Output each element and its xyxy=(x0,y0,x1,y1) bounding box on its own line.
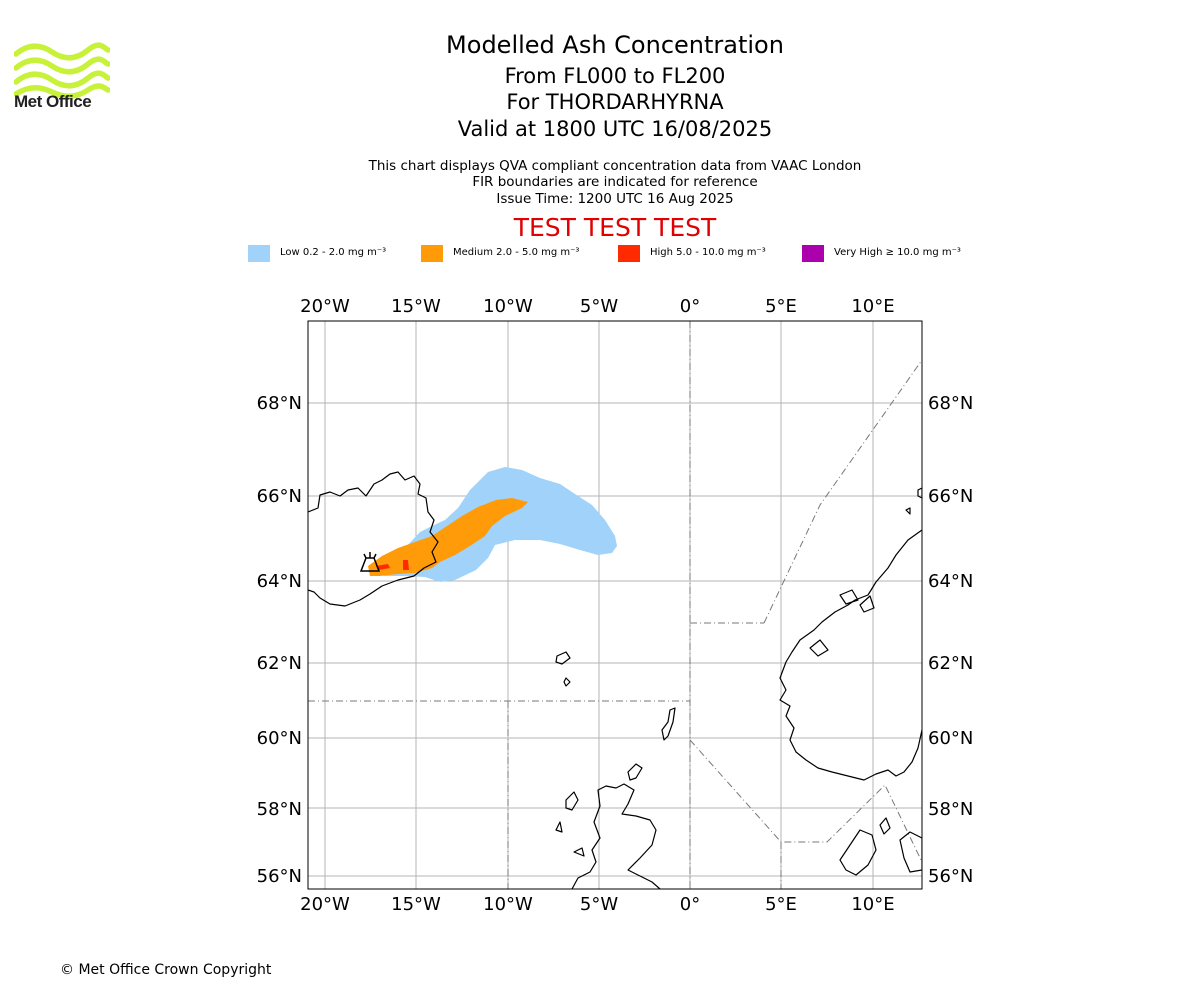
lat-label-64n-left: 64°N xyxy=(257,571,302,592)
lon-label-5w-top: 5°W xyxy=(580,296,618,317)
lon-label-5w-bottom: 5°W xyxy=(580,894,618,915)
met-office-logo-waves xyxy=(14,42,110,99)
lat-label-60n-left: 60°N xyxy=(257,728,302,749)
lon-label-5e-bottom: 5°E xyxy=(765,894,797,915)
copyright: © Met Office Crown Copyright xyxy=(60,962,272,978)
lat-label-58n-left: 58°N xyxy=(257,799,302,820)
flight-level-range: From FL000 to FL200 xyxy=(504,64,726,88)
legend-swatch-low xyxy=(248,245,270,262)
lat-label-68n-left: 68°N xyxy=(257,393,302,414)
lat-labels-left: 68°N 66°N 64°N 62°N 60°N 58°N 56°N xyxy=(257,393,302,887)
legend-swatch-medium xyxy=(421,245,443,262)
coastlines xyxy=(308,471,922,889)
lat-label-66n-right: 66°N xyxy=(928,486,973,507)
legend-swatch-high xyxy=(618,245,640,262)
legend-label-medium: Medium 2.0 - 5.0 mg m⁻³ xyxy=(453,247,580,258)
lon-label-20w-top: 20°W xyxy=(300,296,350,317)
lon-label-0-bottom: 0° xyxy=(680,894,700,915)
lat-label-58n-right: 58°N xyxy=(928,799,973,820)
lon-label-10e-top: 10°E xyxy=(851,296,894,317)
issue-time: Issue Time: 1200 UTC 16 Aug 2025 xyxy=(496,191,734,207)
lat-label-56n-right: 56°N xyxy=(928,866,973,887)
map-gridlines xyxy=(308,321,922,889)
qva-note: This chart displays QVA compliant concen… xyxy=(368,158,862,174)
lon-label-20w-bottom: 20°W xyxy=(300,894,350,915)
chart-title: Modelled Ash Concentration xyxy=(446,31,784,59)
lat-label-60n-right: 60°N xyxy=(928,728,973,749)
lat-label-64n-right: 64°N xyxy=(928,571,973,592)
lon-label-5e-top: 5°E xyxy=(765,296,797,317)
legend-label-very-high: Very High ≥ 10.0 mg m⁻³ xyxy=(834,247,961,258)
ash-area-high-2 xyxy=(403,560,409,570)
lon-label-10w-top: 10°W xyxy=(483,296,533,317)
legend-swatch-very-high xyxy=(802,245,824,262)
map-frame xyxy=(307,320,923,890)
lat-label-62n-right: 62°N xyxy=(928,653,973,674)
lon-label-0-top: 0° xyxy=(680,296,700,317)
lon-labels-bottom: 20°W 15°W 10°W 5°W 0° 5°E 10°E xyxy=(300,894,894,915)
ash-area-high xyxy=(376,564,390,570)
lon-label-10e-bottom: 10°E xyxy=(851,894,894,915)
lat-label-66n-left: 66°N xyxy=(257,486,302,507)
volcano-marker xyxy=(359,552,381,572)
lon-label-10w-bottom: 10°W xyxy=(483,894,533,915)
lat-label-56n-left: 56°N xyxy=(257,866,302,887)
logo-text: Met Office xyxy=(14,92,92,111)
valid-time: Valid at 1800 UTC 16/08/2025 xyxy=(457,117,773,141)
lat-label-68n-right: 68°N xyxy=(928,393,973,414)
volcano-name: For THORDARHYRNA xyxy=(506,90,724,114)
ash-area-medium xyxy=(368,498,528,576)
legend-label-low: Low 0.2 - 2.0 mg m⁻³ xyxy=(280,247,387,258)
test-banner: TEST TEST TEST xyxy=(513,213,717,242)
lat-labels-right: 68°N 66°N 64°N 62°N 60°N 58°N 56°N xyxy=(928,393,973,887)
fir-boundaries xyxy=(308,321,922,889)
legend-label-high: High 5.0 - 10.0 mg m⁻³ xyxy=(650,247,766,258)
lon-label-15w-top: 15°W xyxy=(391,296,441,317)
lon-label-15w-bottom: 15°W xyxy=(391,894,441,915)
fir-note: FIR boundaries are indicated for referen… xyxy=(472,174,758,190)
lat-label-62n-left: 62°N xyxy=(257,653,302,674)
lon-labels-top: 20°W 15°W 10°W 5°W 0° 5°E 10°E xyxy=(300,296,894,317)
